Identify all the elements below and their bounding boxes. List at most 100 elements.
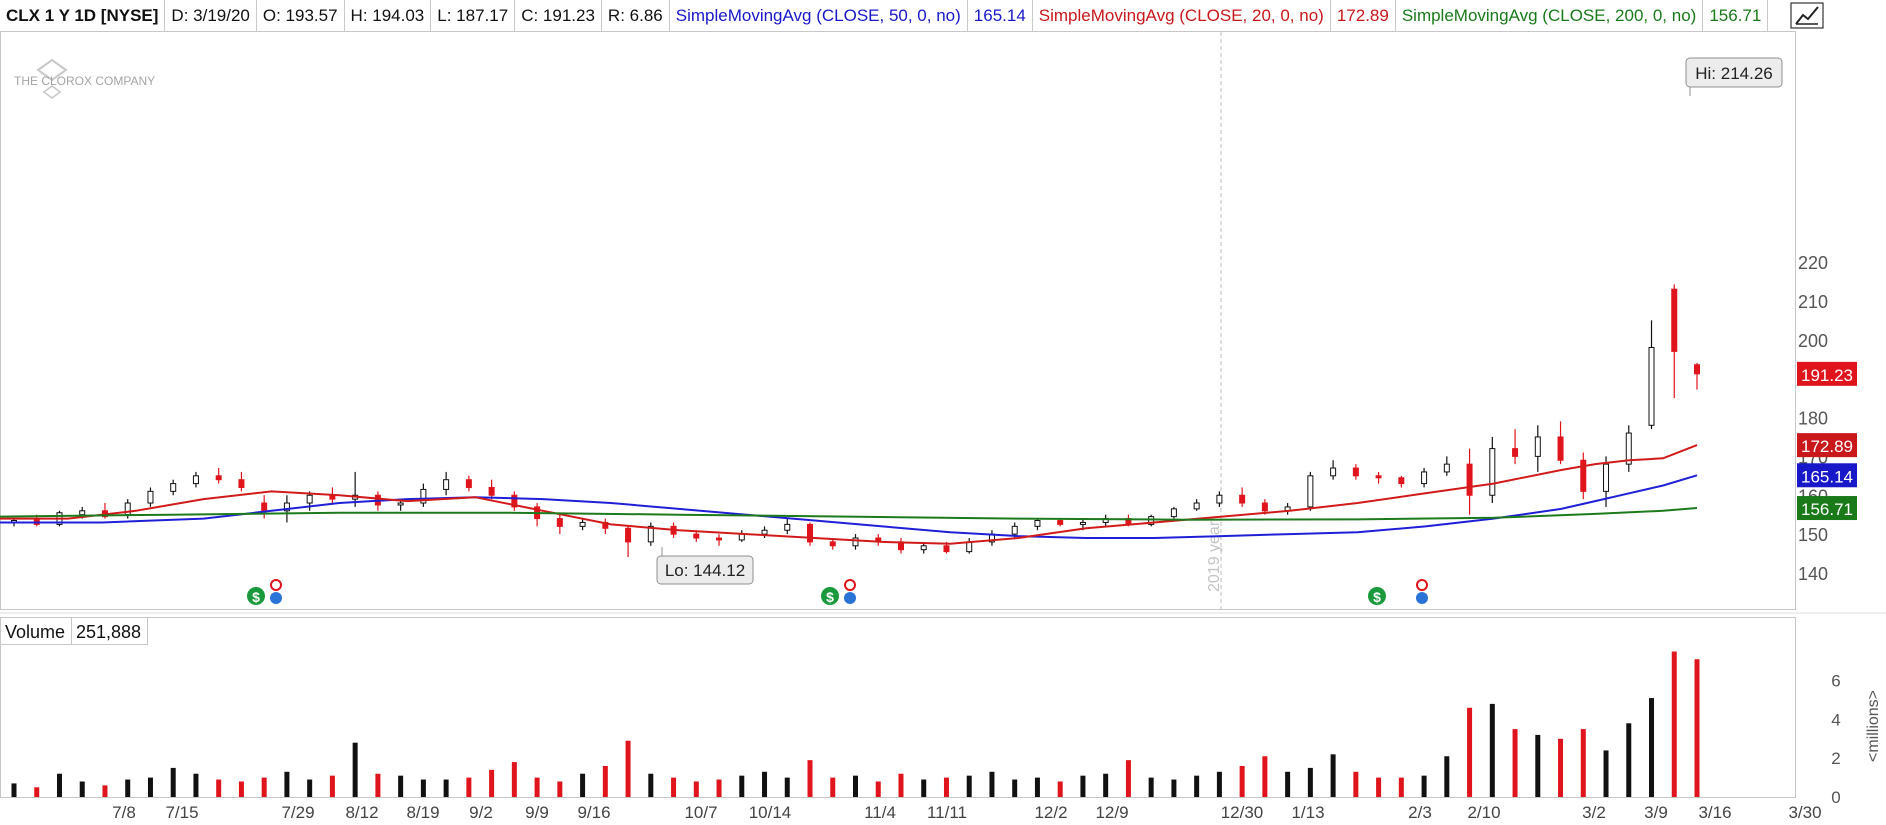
earnings-icon: [1416, 592, 1428, 604]
symbol-label[interactable]: CLX 1 Y 1D [NYSE]: [0, 0, 166, 31]
high-annotation-box: [1685, 57, 1783, 88]
event-marker: [1416, 579, 1428, 604]
sma20-study-label[interactable]: SimpleMovingAvg (CLOSE, 20, 0, no): [1033, 0, 1331, 31]
volume-bar: [1194, 775, 1200, 797]
candle: [1443, 456, 1450, 476]
candle-body: [556, 518, 563, 527]
candle-body: [397, 502, 404, 506]
volume-bar: [830, 777, 836, 797]
price-tag-box: [1797, 361, 1857, 386]
x-axis-tick: 3/2: [1582, 803, 1606, 822]
open-readout: O: 193.57: [257, 0, 345, 31]
candle-body: [738, 533, 745, 541]
dividend-icon: [247, 587, 265, 605]
candle-body: [215, 475, 222, 481]
candle-body: [1261, 502, 1268, 512]
price-axis-tick: 150: [1798, 525, 1828, 545]
candle: [1466, 448, 1473, 515]
candle: [1648, 320, 1655, 430]
range-readout: R: 6.86: [602, 0, 670, 31]
candle-body: [374, 494, 381, 506]
sma200-study-label[interactable]: SimpleMovingAvg (CLOSE, 200, 0, no): [1396, 0, 1704, 31]
volume-bar: [1694, 659, 1700, 797]
candle-body: [1239, 494, 1246, 504]
price-axis-tick: 160: [1798, 486, 1828, 506]
high-annotation: Hi: 214.26: [1685, 57, 1783, 96]
price-tag: 156.71: [1797, 496, 1857, 521]
candle-body: [670, 525, 677, 535]
candle: [920, 541, 927, 554]
high-annotation-text: Hi: 214.26: [1695, 64, 1773, 83]
x-axis-tick: 8/19: [406, 803, 439, 822]
candle-body: [79, 510, 86, 516]
x-axis-tick: 12/9: [1095, 803, 1128, 822]
volume-bar: [648, 773, 654, 797]
candle-body: [693, 533, 700, 539]
candle-body: [807, 523, 814, 543]
volume-bar: [125, 779, 131, 797]
candle: [829, 538, 836, 550]
x-axis-tick: 3/9: [1644, 803, 1668, 822]
candle-body: [602, 521, 609, 529]
volume-axis-tick: 6: [1831, 672, 1840, 691]
candle-body: [1466, 463, 1473, 496]
candle-body: [1398, 477, 1405, 485]
sma20-study-value: 172.89: [1331, 0, 1396, 31]
x-axis-tick: 8/12: [345, 803, 378, 822]
volume-bar: [921, 779, 927, 797]
volume-bar: [1216, 771, 1222, 797]
sma50-study-label[interactable]: SimpleMovingAvg (CLOSE, 50, 0, no): [670, 0, 968, 31]
candle: [329, 487, 336, 504]
volume-bar: [966, 775, 972, 797]
candle: [192, 471, 199, 488]
volume-bar: [1421, 775, 1427, 797]
candle: [988, 530, 995, 546]
volume-bar: [807, 760, 813, 797]
drawing-tool-icon[interactable]: [1790, 2, 1824, 29]
candle-body: [1057, 520, 1064, 525]
candle: [1421, 468, 1428, 488]
volume-bar: [1489, 703, 1495, 797]
price-axis-tick: 190: [1798, 370, 1828, 390]
volume-value: 251,888: [76, 622, 141, 642]
price-tag-text: 191.23: [1801, 366, 1853, 385]
volume-bar: [1444, 756, 1450, 797]
volume-bar: [1671, 651, 1677, 797]
candle: [875, 534, 882, 546]
candle-body: [511, 494, 518, 508]
candle-body: [261, 502, 268, 512]
candle: [1102, 514, 1109, 527]
candle: [215, 468, 222, 484]
x-axis-tick: 12/2: [1034, 803, 1067, 822]
conference-icon: [844, 579, 856, 591]
x-axis-tick: 3/30: [1788, 803, 1821, 822]
candle: [625, 526, 632, 557]
date-readout: D: 3/19/20: [165, 0, 257, 31]
candle-body: [488, 486, 495, 496]
volume-bar: [261, 777, 267, 797]
candle-body: [897, 541, 904, 551]
candle: [1011, 522, 1018, 539]
volume-bar: [375, 773, 381, 797]
low-readout: L: 187.17: [431, 0, 516, 31]
candle: [761, 526, 768, 539]
volume-value-box: [71, 617, 148, 645]
volume-label: Volume: [5, 622, 65, 642]
candle: [352, 471, 359, 507]
price-tag-box: [1797, 463, 1857, 488]
volume-bar: [34, 787, 40, 797]
volume-bar: [534, 777, 540, 797]
candle-body: [1534, 436, 1541, 457]
candle: [1352, 464, 1359, 480]
candle-body: [534, 506, 541, 520]
candle: [579, 518, 586, 531]
x-axis-tick: 2/3: [1408, 803, 1432, 822]
candle: [1284, 503, 1291, 515]
candle: [897, 538, 904, 554]
candle-body: [1421, 471, 1428, 485]
volume-bar: [1034, 777, 1040, 797]
x-axis-tick: 10/14: [749, 803, 792, 822]
volume-bar: [1603, 750, 1609, 797]
x-axis-tick: 11/11: [927, 803, 967, 822]
candle-body: [443, 479, 450, 490]
